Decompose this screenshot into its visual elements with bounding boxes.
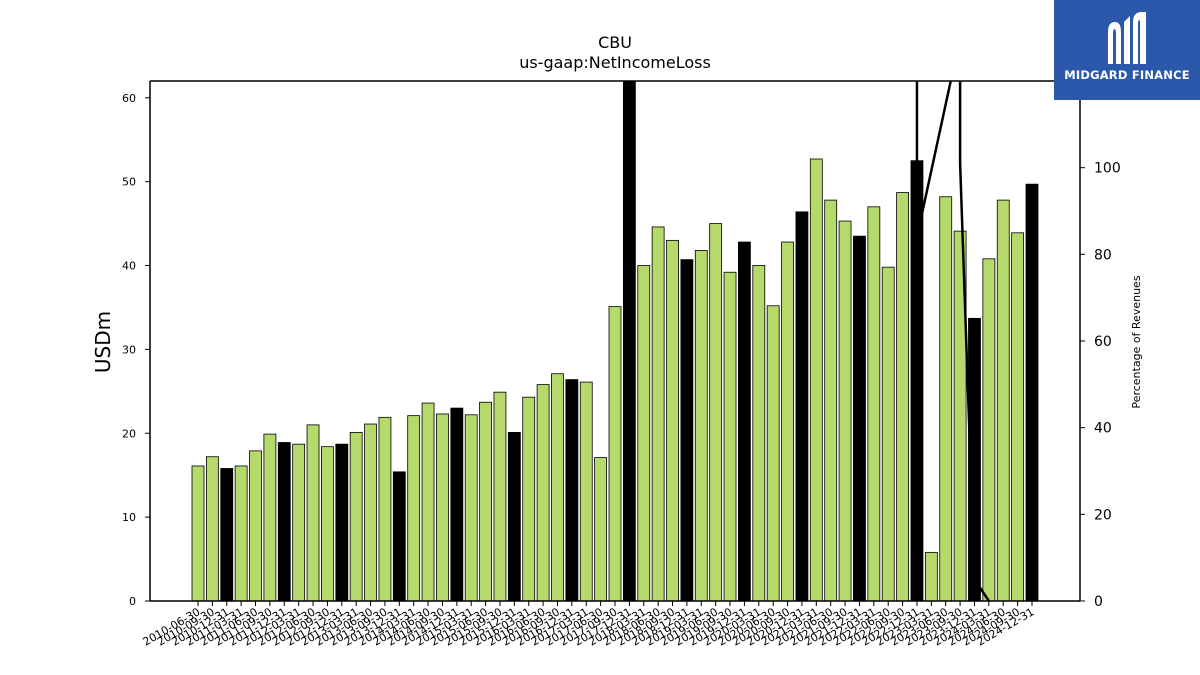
y2-tick-label: 100 bbox=[1094, 161, 1121, 177]
bar-2021-06-30 bbox=[824, 199, 838, 602]
y2-tick-label: 40 bbox=[1094, 421, 1112, 437]
bar-2016-06-30 bbox=[536, 384, 550, 602]
bar-2016-09-30 bbox=[551, 373, 564, 602]
y-tick-label: 40 bbox=[122, 260, 136, 273]
y-tick-label: 10 bbox=[122, 511, 136, 524]
bar-2011-09-30 bbox=[263, 433, 277, 602]
logo-mark-icon bbox=[1108, 12, 1146, 64]
bar-2019-09-30 bbox=[723, 271, 737, 602]
bar-2019-06-30 bbox=[709, 223, 723, 602]
bar-2024-03-31 bbox=[982, 258, 996, 602]
bar-2020-09-30 bbox=[781, 241, 794, 602]
chart-subtitle: us-gaap:NetIncomeLoss bbox=[519, 53, 711, 72]
y-tick-label: 60 bbox=[122, 92, 136, 105]
y-tick-label: 30 bbox=[122, 343, 136, 356]
bar-2011-03-31 bbox=[234, 465, 248, 602]
chart-title: CBU bbox=[598, 33, 632, 52]
bar-2023-06-30 bbox=[939, 196, 953, 602]
bar-2020-12-31 bbox=[795, 211, 809, 602]
bar-2017-09-30 bbox=[608, 306, 622, 602]
bar-2015-06-30 bbox=[479, 401, 492, 602]
bar-2013-09-30 bbox=[378, 416, 392, 602]
bar-2015-03-31 bbox=[464, 414, 478, 602]
y2-tick-label: 80 bbox=[1094, 247, 1112, 263]
percentage-line bbox=[915, 81, 990, 601]
bar-2012-12-31 bbox=[335, 443, 349, 602]
bar-2018-03-31 bbox=[637, 265, 651, 602]
bar-2023-03-31 bbox=[924, 551, 938, 602]
bar-2024-12-31 bbox=[1025, 183, 1039, 602]
bar-2017-06-30 bbox=[594, 457, 608, 602]
bar-2020-06-30 bbox=[766, 305, 780, 602]
y2-axis-label: Percentage of Revenues bbox=[1130, 275, 1143, 408]
bar-2010-12-31 bbox=[220, 468, 234, 602]
ticks: 01020304050600204060801002010-06-302010-… bbox=[122, 92, 1121, 649]
bar-2014-06-30 bbox=[421, 402, 435, 602]
y-tick-label: 50 bbox=[122, 176, 136, 189]
bar-2024-06-30 bbox=[996, 199, 1010, 602]
bar-2013-12-31 bbox=[392, 471, 406, 602]
bar-2020-03-31 bbox=[752, 265, 766, 602]
bar-2015-09-30 bbox=[493, 391, 507, 602]
bar-2014-09-30 bbox=[436, 413, 449, 602]
bar-2016-03-31 bbox=[522, 396, 536, 602]
y2-tick-label: 0 bbox=[1094, 594, 1103, 610]
bar-2014-03-31 bbox=[407, 415, 421, 602]
bar-2022-06-30 bbox=[881, 266, 895, 602]
y2-tick-label: 60 bbox=[1094, 334, 1112, 350]
bar-2019-12-31 bbox=[738, 241, 751, 602]
bar-2018-09-30 bbox=[666, 239, 679, 602]
bar-2015-12-31 bbox=[507, 432, 521, 602]
logo: MIDGARD FINANCE bbox=[1054, 0, 1200, 100]
bar-2012-09-30 bbox=[321, 446, 334, 602]
bar-2010-09-30 bbox=[205, 456, 219, 602]
bar-2019-03-31 bbox=[694, 250, 708, 602]
bar-2018-12-31 bbox=[680, 259, 694, 602]
bar-2012-06-30 bbox=[306, 424, 320, 602]
bar-2021-12-31 bbox=[853, 235, 866, 602]
bar-2024-09-30 bbox=[1011, 232, 1025, 602]
percentage-line-path bbox=[915, 81, 990, 601]
y-axis-label: USDm bbox=[91, 311, 115, 373]
bar-2014-12-31 bbox=[450, 407, 464, 602]
bar-2010-06-30 bbox=[191, 465, 205, 602]
bar-2022-03-31 bbox=[867, 206, 881, 602]
bar-2018-06-30 bbox=[651, 226, 665, 602]
bar-2011-12-31 bbox=[277, 442, 291, 602]
bar-2013-03-31 bbox=[349, 432, 363, 602]
y2-tick-label: 20 bbox=[1094, 507, 1112, 523]
bar-2021-09-30 bbox=[838, 220, 852, 602]
bar-2022-09-30 bbox=[896, 192, 909, 602]
bar-2017-12-31 bbox=[622, 80, 636, 602]
bar-2012-03-31 bbox=[292, 443, 306, 602]
bar-2017-03-31 bbox=[579, 381, 593, 602]
y-tick-label: 0 bbox=[129, 595, 136, 608]
bar-2021-03-31 bbox=[809, 158, 823, 602]
bar-2013-06-30 bbox=[364, 423, 377, 602]
y-tick-label: 20 bbox=[122, 427, 136, 440]
bar-2016-12-31 bbox=[565, 379, 579, 602]
logo-text: MIDGARD FINANCE bbox=[1064, 68, 1190, 82]
bar-group bbox=[191, 80, 1039, 602]
bar-2011-06-30 bbox=[249, 450, 262, 602]
